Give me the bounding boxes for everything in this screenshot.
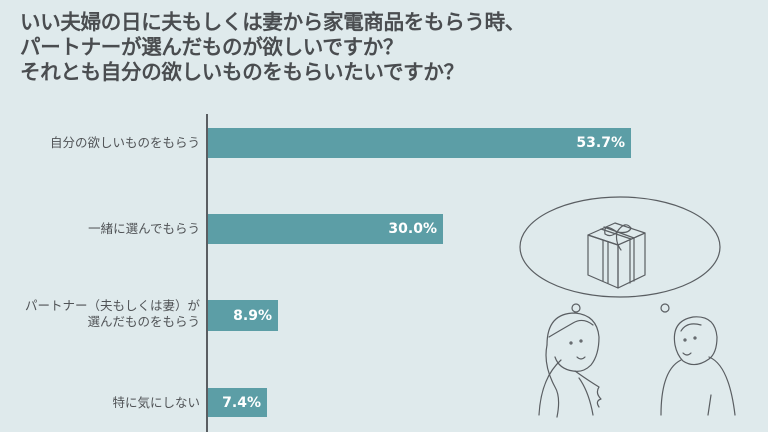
bar-3: 8.9%: [208, 300, 278, 331]
thought-bubble-icon: [519, 196, 721, 298]
title-line-2: パートナーが選んだものが欲しいですか？: [20, 35, 404, 59]
bar-label-2-line-1: 一緒に選んでもらう: [88, 221, 200, 236]
bar-label-1: 自分の欲しいものをもらう: [50, 135, 200, 151]
woman-figure-icon: [538, 312, 602, 418]
y-axis-line: [206, 114, 208, 432]
title-line-1: いい夫婦の日に夫もしくは妻から家電商品をもらう時、: [20, 10, 525, 34]
gift-box-icon: [587, 222, 646, 289]
bar-label-3-line-2: 選んだものをもらう: [87, 314, 200, 329]
title-line-3: それとも自分の欲しいものをもらいたいですか？: [20, 60, 464, 84]
bar-label-4: 特に気にしない: [112, 395, 200, 411]
bar-label-4-line-1: 特に気にしない: [112, 395, 200, 410]
man-figure-icon: [660, 316, 736, 416]
bar-label-3-line-1: パートナー（夫もしくは妻）が: [24, 298, 200, 313]
bar-4-value: 7.4%: [222, 394, 261, 411]
bar-1-value: 53.7%: [576, 135, 625, 151]
bar-4: 7.4%: [208, 388, 267, 417]
bar-2: 30.0%: [208, 214, 443, 244]
bar-1: 53.7%: [208, 128, 631, 158]
bar-label-1-line-1: 自分の欲しいものをもらう: [49, 135, 200, 150]
bar-label-2: 一緒に選んでもらう: [88, 221, 200, 237]
bar-label-3: パートナー（夫もしくは妻）が 選んだものをもらう: [25, 298, 200, 330]
chart-title: いい夫婦の日に夫もしくは妻から家電商品をもらう時、 パートナーが選んだものが欲し…: [20, 10, 525, 85]
couple-thinking-gift-icon: [519, 196, 736, 418]
bar-3-value: 8.9%: [233, 307, 272, 324]
bar-2-value: 30.0%: [388, 221, 437, 237]
